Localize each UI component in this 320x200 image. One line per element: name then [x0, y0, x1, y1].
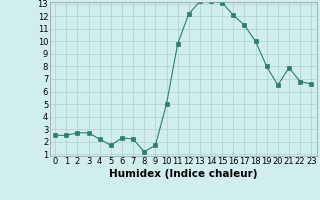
X-axis label: Humidex (Indice chaleur): Humidex (Indice chaleur) — [109, 169, 258, 179]
